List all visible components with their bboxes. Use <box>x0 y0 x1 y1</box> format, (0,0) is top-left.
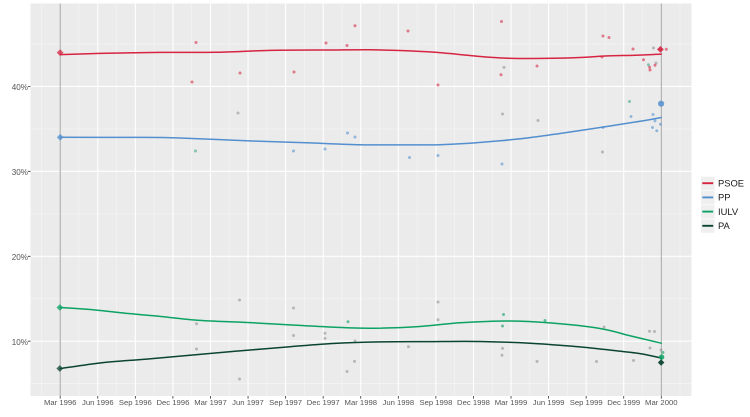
svg-text:Dec 1996: Dec 1996 <box>156 398 189 407</box>
svg-text:PP: PP <box>718 192 731 203</box>
svg-text:30%: 30% <box>12 168 28 177</box>
svg-text:Dec 1998: Dec 1998 <box>457 398 490 407</box>
svg-text:40%: 40% <box>12 83 28 92</box>
svg-text:Mar 1999: Mar 1999 <box>495 398 527 407</box>
svg-text:Sep 1997: Sep 1997 <box>269 398 302 407</box>
svg-text:Mar 1997: Mar 1997 <box>194 398 226 407</box>
svg-text:Jun 1999: Jun 1999 <box>533 398 565 407</box>
svg-text:Jun 1998: Jun 1998 <box>382 398 414 407</box>
svg-text:PA: PA <box>718 220 731 231</box>
svg-text:PSOE: PSOE <box>718 178 744 189</box>
svg-text:Mar 2000: Mar 2000 <box>645 398 677 407</box>
svg-text:Sep 1998: Sep 1998 <box>419 398 452 407</box>
svg-text:Sep 1999: Sep 1999 <box>570 398 603 407</box>
svg-text:10%: 10% <box>12 338 28 347</box>
svg-text:Dec 1997: Dec 1997 <box>307 398 340 407</box>
svg-text:IULV: IULV <box>718 206 739 217</box>
svg-text:Mar 1996: Mar 1996 <box>44 398 76 407</box>
svg-text:Jun 1997: Jun 1997 <box>232 398 264 407</box>
svg-text:Sep 1996: Sep 1996 <box>119 398 152 407</box>
svg-text:Dec 1999: Dec 1999 <box>607 398 640 407</box>
svg-text:Mar 1998: Mar 1998 <box>345 398 377 407</box>
svg-text:20%: 20% <box>12 253 28 262</box>
svg-text:Jun 1996: Jun 1996 <box>82 398 114 407</box>
